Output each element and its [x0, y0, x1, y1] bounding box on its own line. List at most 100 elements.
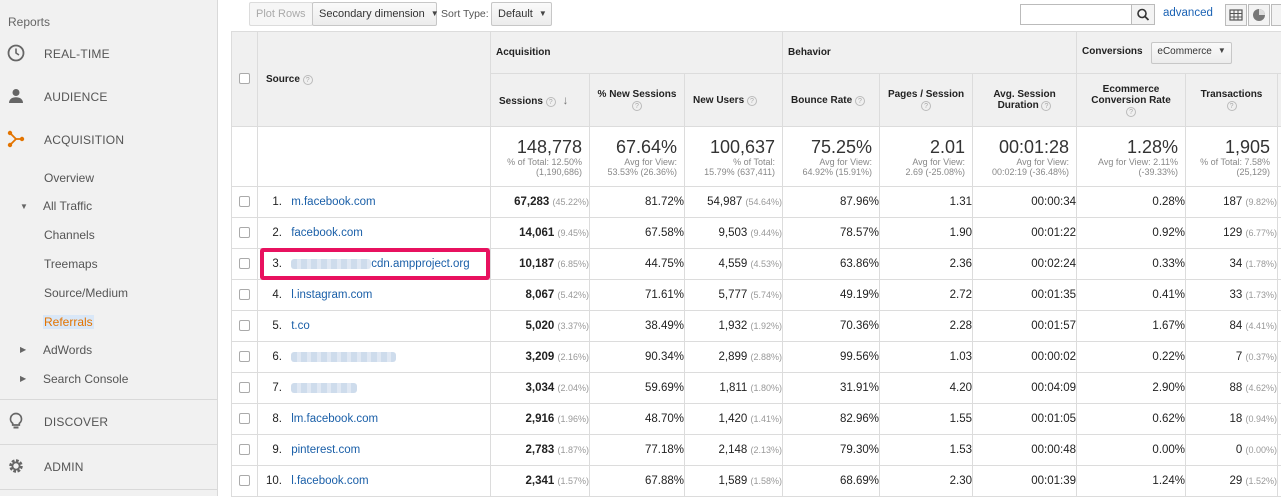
new-sessions-cell: 67.88% [590, 466, 685, 497]
new-sessions-cell: 67.58% [590, 218, 685, 249]
person-icon [6, 86, 26, 106]
nav-audience[interactable]: AUDIENCE [0, 79, 217, 115]
nav-acquisition[interactable]: ACQUISITION [0, 122, 217, 158]
bounce-rate-cell: 78.57% [783, 218, 880, 249]
row-index: 10. [258, 475, 288, 487]
sessions-header[interactable]: Sessions ? ↓ [491, 74, 590, 127]
new-users-cell: 1,811 (1.80%) [685, 373, 783, 404]
total-transactions: 1,905% of Total: 7.58%(25,129) [1186, 127, 1278, 187]
report-table: Source ? Acquisition Behavior Conversion… [231, 31, 1281, 497]
nav-overview[interactable]: Overview [44, 171, 94, 185]
help-icon[interactable]: ? [1041, 101, 1051, 111]
sessions-pct: (3.37%) [557, 321, 589, 331]
nav-channels[interactable]: Channels [44, 228, 95, 242]
sort-type-dropdown[interactable]: Default▼ [491, 2, 552, 26]
search-button[interactable] [1131, 4, 1155, 25]
totals-row: 148,778% of Total: 12.50%(1,190,686) 67.… [232, 127, 1281, 187]
search-input[interactable] [1020, 4, 1132, 25]
row-checkbox[interactable] [239, 382, 250, 393]
sessions-pct: (1.87%) [557, 445, 589, 455]
source-header[interactable]: Source ? [258, 32, 491, 127]
nav-adwords[interactable]: AdWords [43, 343, 92, 357]
row-check-cell [232, 218, 258, 249]
help-icon[interactable]: ? [632, 101, 642, 111]
pie-view-button[interactable] [1248, 4, 1270, 26]
sessions-value: 5,020 [526, 320, 555, 332]
search-icon [1132, 5, 1154, 24]
nav-realtime[interactable]: REAL-TIME [0, 36, 217, 72]
secondary-dimension-dropdown[interactable]: Secondary dimension▼ [312, 2, 437, 26]
new-users-value: 4,559 [719, 258, 748, 270]
row-index: 7. [258, 382, 288, 394]
help-icon[interactable]: ? [546, 97, 556, 107]
help-icon[interactable]: ? [921, 101, 931, 111]
more-view-button[interactable] [1271, 4, 1281, 26]
behavior-group-header: Behavior [783, 32, 1077, 74]
sessions-value: 2,341 [526, 475, 555, 487]
help-icon[interactable]: ? [1126, 107, 1136, 117]
caret-right-icon[interactable]: ▶ [20, 374, 26, 383]
nav-all-traffic[interactable]: All Traffic [43, 199, 92, 213]
bounce-rate-header[interactable]: Bounce Rate ? [783, 74, 880, 127]
row-spacer [1278, 280, 1281, 311]
nav-admin[interactable]: ADMIN [0, 449, 217, 485]
help-icon[interactable]: ? [747, 96, 757, 106]
source-link[interactable]: t.co [291, 320, 310, 332]
source-link[interactable]: l.instagram.com [291, 289, 372, 301]
new-sessions-header[interactable]: % New Sessions ? [590, 74, 685, 127]
advanced-link[interactable]: advanced [1163, 7, 1213, 19]
help-icon[interactable]: ? [1227, 101, 1237, 111]
help-icon[interactable]: ? [855, 96, 865, 106]
bounce-rate-header-label: Bounce Rate [791, 95, 852, 106]
row-checkbox[interactable] [239, 475, 250, 486]
conversions-dropdown[interactable]: eCommerce▼ [1151, 42, 1231, 64]
sort-arrow-down-icon[interactable]: ↓ [562, 93, 568, 107]
caret-down-icon[interactable]: ▼ [20, 202, 28, 211]
help-icon[interactable]: ? [303, 75, 313, 85]
transactions-value: 33 [1230, 289, 1243, 301]
total-new-users-sub2: 15.79% (637,411) [685, 167, 775, 177]
avg-duration-cell: 00:01:35 [973, 280, 1077, 311]
row-checkbox[interactable] [239, 444, 250, 455]
row-checkbox[interactable] [239, 196, 250, 207]
new-users-value: 1,589 [719, 475, 748, 487]
nav-referrals[interactable]: Referrals [43, 315, 94, 329]
plot-rows-button[interactable]: Plot Rows [249, 2, 313, 26]
row-spacer [1278, 466, 1281, 497]
source-link[interactable]: pinterest.com [291, 444, 360, 456]
total-ecom-rate-sub2: (-39.33%) [1077, 167, 1178, 177]
caret-right-icon[interactable]: ▶ [20, 345, 26, 354]
select-all-checkbox[interactable] [239, 73, 250, 84]
transactions-header[interactable]: Transactions ? [1186, 74, 1278, 127]
row-checkbox[interactable] [239, 351, 250, 362]
total-ecom-rate: 1.28%Avg for View: 2.11%(-39.33%) [1077, 127, 1186, 187]
nav-source-medium[interactable]: Source/Medium [44, 286, 128, 300]
nav-treemaps[interactable]: Treemaps [44, 257, 98, 271]
transactions-pct: (1.52%) [1246, 476, 1278, 486]
row-checkbox[interactable] [239, 320, 250, 331]
source-header-label: Source [266, 74, 300, 85]
row-check-cell [232, 404, 258, 435]
row-checkbox[interactable] [239, 413, 250, 424]
sessions-cell: 5,020 (3.37%) [491, 311, 590, 342]
new-users-cell: 4,559 (4.53%) [685, 249, 783, 280]
nav-search-console[interactable]: Search Console [43, 372, 128, 386]
source-link[interactable]: l.facebook.com [291, 475, 368, 487]
source-link[interactable]: lm.facebook.com [291, 413, 378, 425]
new-users-cell: 2,899 (2.88%) [685, 342, 783, 373]
row-checkbox[interactable] [239, 227, 250, 238]
pages-session-header[interactable]: Pages / Session ? [880, 74, 973, 127]
sessions-value: 8,067 [526, 289, 555, 301]
nav-discover[interactable]: DISCOVER [0, 404, 217, 440]
avg-duration-header[interactable]: Avg. Session Duration ? [973, 74, 1077, 127]
avg-duration-cell: 00:00:34 [973, 187, 1077, 218]
table-view-button[interactable] [1225, 4, 1247, 26]
source-link[interactable]: facebook.com [291, 227, 363, 239]
ecom-rate-header[interactable]: Ecommerce Conversion Rate ? [1077, 74, 1186, 127]
source-link[interactable]: m.facebook.com [291, 196, 375, 208]
row-checkbox[interactable] [239, 258, 250, 269]
row-checkbox[interactable] [239, 289, 250, 300]
new-users-header[interactable]: New Users ? [685, 74, 783, 127]
sessions-cell: 2,783 (1.87%) [491, 435, 590, 466]
source-link[interactable]: cdn.ampproject.org [371, 258, 469, 270]
